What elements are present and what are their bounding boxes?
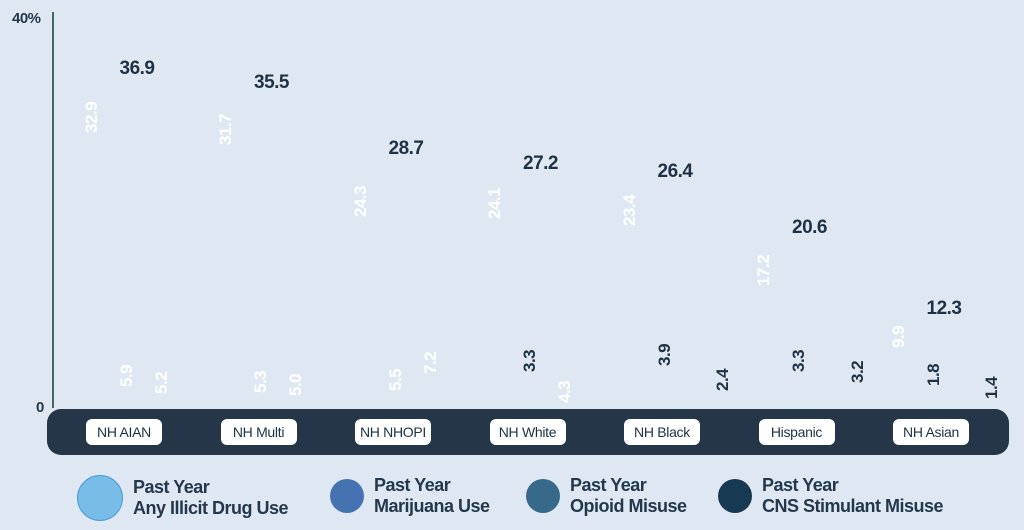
value-label-marijuana-use: 24.3 [350, 185, 370, 218]
value-label-cns-stimulant-misuse: 3.2 [847, 360, 867, 383]
legend-item: Past Year Opioid Misuse [526, 475, 687, 517]
value-label-opioid-misuse: 3.3 [520, 349, 539, 372]
category-label: NH AIAN [86, 419, 162, 445]
legend-label-line1: Past Year [133, 477, 210, 497]
legend-label: Past Year Opioid Misuse [570, 475, 687, 517]
value-label-opioid-misuse: 3.9 [654, 343, 674, 366]
legend-label-line1: Past Year [570, 475, 647, 495]
value-label-marijuana-use: 9.9 [888, 325, 908, 348]
category-label: NH NHOPI [355, 419, 431, 445]
legend-item: Past Year CNS Stimulant Misuse [718, 475, 944, 517]
category-label: Hispanic [758, 419, 835, 445]
legend-swatch-icon [526, 479, 560, 513]
value-label-illicit: 26.4 [657, 160, 693, 182]
value-label-cns-stimulant-misuse: 2.4 [713, 368, 732, 391]
value-label-marijuana-use: 23.4 [619, 194, 639, 226]
value-label-illicit: 36.9 [119, 58, 155, 80]
value-label-illicit: 12.3 [926, 298, 962, 320]
y-axis-min-label: 0 [36, 399, 44, 416]
value-label-cns-stimulant-misuse: 7.2 [420, 352, 440, 375]
value-label-opioid-misuse: 5.3 [251, 370, 270, 393]
legend-label: Past Year CNS Stimulant Misuse [762, 475, 944, 517]
value-label-marijuana-use: 32.9 [81, 102, 101, 134]
value-label-marijuana-use: 24.1 [485, 187, 504, 220]
value-label-cns-stimulant-misuse: 5.2 [151, 371, 171, 394]
legend-label-line2: CNS Stimulant Misuse [762, 496, 944, 516]
legend-label: Past Year Marijuana Use [374, 475, 490, 517]
value-label-opioid-misuse: 5.9 [116, 364, 136, 387]
value-label-marijuana-use: 31.7 [216, 113, 235, 145]
value-label-opioid-misuse: 3.3 [789, 349, 808, 372]
category-label: NH White [489, 419, 566, 445]
legend-swatch-icon [718, 479, 752, 513]
category-label: NH Asian [893, 419, 969, 445]
legend-swatch-icon [330, 479, 364, 513]
value-label-opioid-misuse: 5.5 [385, 368, 405, 391]
value-label-marijuana-use: 17.2 [754, 255, 773, 287]
category-label: NH Black [624, 419, 700, 445]
value-label-opioid-misuse: 1.8 [923, 364, 943, 387]
legend-label-line2: Opioid Misuse [570, 496, 687, 516]
legend-item: Past Year Marijuana Use [330, 475, 490, 517]
value-label-cns-stimulant-misuse: 1.4 [982, 376, 1001, 399]
legend-swatch-icon [77, 475, 123, 521]
y-axis-line [52, 12, 54, 408]
value-label-illicit: 28.7 [388, 138, 424, 160]
category-label: NH Multi [220, 419, 297, 445]
legend-item: Past Year Any Illicit Drug Use [77, 475, 289, 521]
value-label-illicit: 20.6 [792, 217, 827, 239]
value-label-cns-stimulant-misuse: 5.0 [286, 373, 305, 396]
legend-label-line1: Past Year [374, 475, 451, 495]
y-axis-max-label: 40% [12, 10, 41, 27]
value-label-illicit: 27.2 [523, 152, 558, 174]
legend-label-line2: Any Illicit Drug Use [133, 498, 289, 518]
legend-label-line2: Marijuana Use [374, 496, 490, 516]
legend-label: Past Year Any Illicit Drug Use [133, 477, 289, 519]
value-label-illicit: 35.5 [254, 71, 289, 93]
value-label-cns-stimulant-misuse: 4.3 [555, 380, 574, 403]
legend-label-line1: Past Year [762, 475, 839, 495]
